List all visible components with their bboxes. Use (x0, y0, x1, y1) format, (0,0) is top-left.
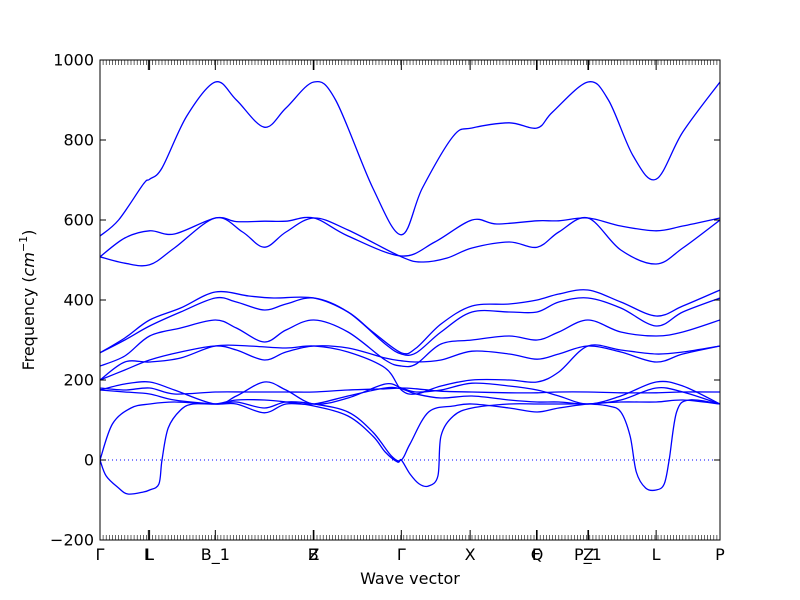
y-tick-label: 600 (63, 211, 94, 230)
x-tick-label: L (145, 545, 154, 564)
x-tick-label: L (652, 545, 661, 564)
x-tick-label: Γ (397, 545, 406, 564)
x-axis-label: Wave vector (360, 569, 460, 588)
x-tick-label: Q (531, 545, 544, 564)
band-line-4 (100, 289, 720, 355)
x-tick-label: B (308, 545, 319, 564)
y-tick-label: −200 (50, 531, 94, 550)
x-tick-label: P (715, 545, 725, 564)
y-tick-label: 800 (63, 131, 94, 150)
plot-area (100, 81, 720, 495)
x-tick-label: L (144, 545, 153, 564)
y-tick-label: 1000 (53, 51, 94, 70)
y-axis-label-exponent: −1 (17, 236, 30, 252)
x-tick-label: F (532, 545, 541, 564)
y-tick-label: 200 (63, 371, 94, 390)
x-tick-label: P_1 (574, 545, 602, 565)
x-tick-label: Γ (96, 545, 105, 564)
y-axis-label-close: ) (19, 230, 38, 236)
band-line-3 (100, 216, 720, 267)
band-line-7 (100, 345, 720, 381)
y-axis-label: Frequency (cm−1) (17, 230, 38, 371)
series-group (100, 81, 720, 495)
band-line-10 (100, 387, 720, 395)
band-line-5 (100, 296, 720, 356)
band-line-2 (100, 216, 720, 258)
y-tick-label: 0 (84, 451, 94, 470)
y-axis-label-unit: cm (19, 252, 38, 276)
x-tick-label: B_1 (201, 545, 230, 565)
band-line-13 (100, 398, 720, 495)
x-tick-label: Z (308, 545, 319, 564)
band-line-1 (100, 81, 720, 237)
band-line-6 (100, 319, 720, 368)
band-line-8 (100, 344, 720, 395)
x-tick-label: Z (583, 545, 594, 564)
y-tick-label: 400 (63, 291, 94, 310)
x-tick-label: X (465, 545, 476, 564)
y-axis-label-text: Frequency ( (19, 276, 38, 370)
